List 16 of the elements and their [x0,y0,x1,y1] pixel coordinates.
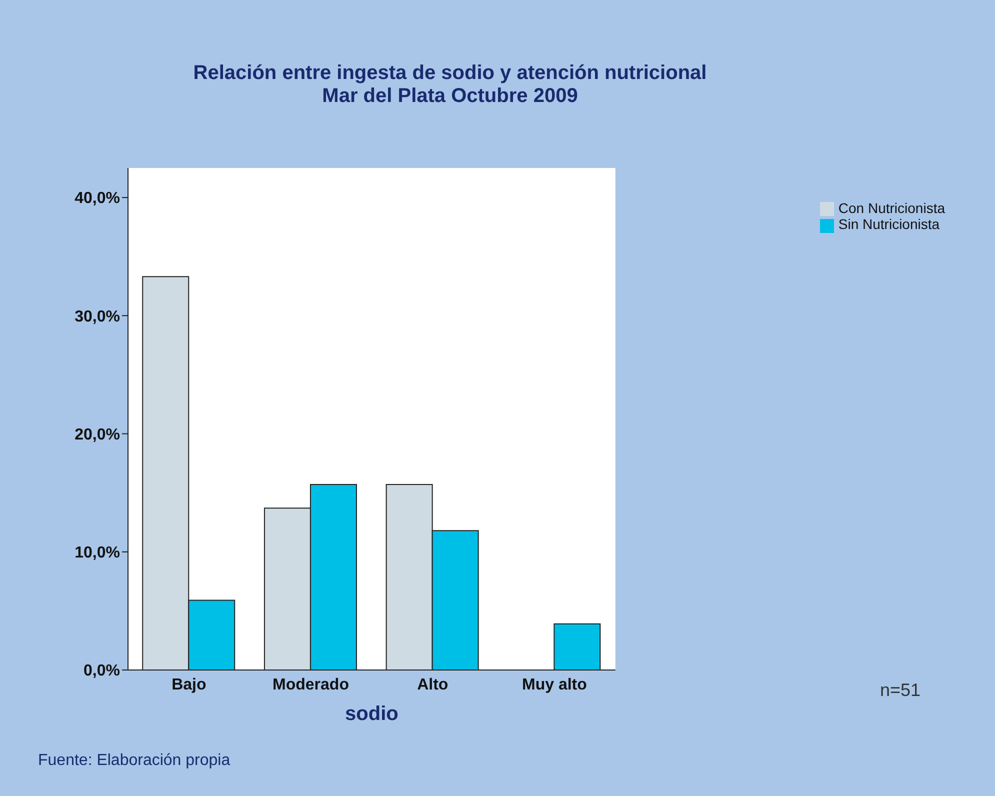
y-tick-label: 0,0% [84,662,120,680]
x-tick-label: Moderado [272,676,350,694]
y-tick-label: 40,0% [74,190,120,208]
x-tick-label: Muy alto [522,676,588,694]
y-tick-label: 30,0% [74,308,120,326]
x-tick-label: Bajo [172,676,206,694]
y-tick-label: 20,0% [74,426,120,444]
legend-label: Con Nutricionista [838,200,945,216]
chart-title: Relación entre ingesta de sodio y atención nutricional [192,62,708,85]
x-axis-title: sodio [345,703,398,725]
source-note: Fuente: Elaboración propia [38,752,230,770]
y-tick-label: 10,0% [74,544,120,562]
chart-subtitle: Mar del Plata Octubre 2009 [321,85,579,108]
legend-label: Sin Nutricionista [838,216,940,232]
text: n=51 [880,680,921,701]
x-tick-label: Alto [417,676,448,694]
